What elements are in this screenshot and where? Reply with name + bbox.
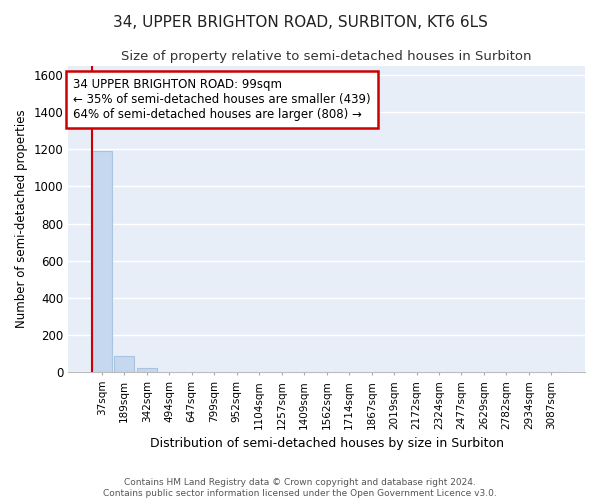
Bar: [137, 368, 157, 372]
Text: 34 UPPER BRIGHTON ROAD: 99sqm
← 35% of semi-detached houses are smaller (439)
64: 34 UPPER BRIGHTON ROAD: 99sqm ← 35% of s…: [73, 78, 371, 121]
X-axis label: Distribution of semi-detached houses by size in Surbiton: Distribution of semi-detached houses by …: [149, 437, 503, 450]
Text: Contains HM Land Registry data © Crown copyright and database right 2024.
Contai: Contains HM Land Registry data © Crown c…: [103, 478, 497, 498]
Bar: [114, 356, 134, 372]
Bar: [92, 151, 112, 372]
Text: 34, UPPER BRIGHTON ROAD, SURBITON, KT6 6LS: 34, UPPER BRIGHTON ROAD, SURBITON, KT6 6…: [113, 15, 487, 30]
Title: Size of property relative to semi-detached houses in Surbiton: Size of property relative to semi-detach…: [121, 50, 532, 63]
Y-axis label: Number of semi-detached properties: Number of semi-detached properties: [15, 110, 28, 328]
